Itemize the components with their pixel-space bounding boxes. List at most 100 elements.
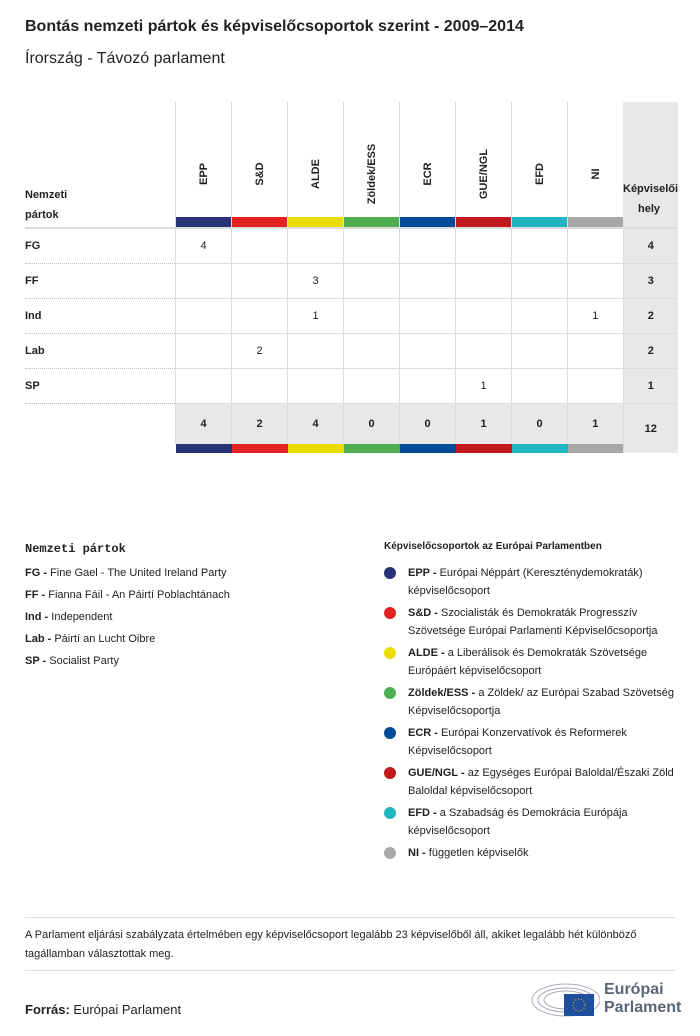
group-total: 2 [231,403,288,444]
party-name: Fine Gael - The United Ireland Party [50,567,227,579]
seat-cell [231,228,288,264]
seat-cell [343,263,400,299]
party-name: Fianna Fáil - An Páirtí Poblachtánach [48,589,230,601]
divider [25,917,675,918]
group-legend-item: ALDE - a Liberálisok és Demokraták Szöve… [384,644,679,680]
party-legend: Nemzeti pártok FG - Fine Gael - The Unit… [25,538,230,672]
group-abbr: NI - [408,847,426,859]
seat-cell [175,263,232,299]
group-color-bar [399,444,456,453]
table-row: Ind 1 1 2 [25,298,678,334]
seat-cell [231,298,288,334]
seat-cell [567,368,623,404]
party-abbr: FF - [25,589,46,601]
seat-cell [343,368,400,404]
group-abbr: ECR - [408,727,438,739]
seat-cell [511,263,568,299]
group-legend-item: Zöldek/ESS - a Zöldek/ az Európai Szabad… [384,684,679,720]
page-title: Bontás nemzeti pártok és képviselőcsopor… [25,18,524,35]
seat-cell: 4 [175,228,232,264]
source-label: Forrás: [25,1002,70,1017]
table-row: FF 3 3 [25,263,678,299]
group-total: 0 [399,403,456,444]
group-color-bar [343,444,400,453]
seat-cell [231,263,288,299]
group-color-bar [512,217,567,227]
group-color-bar [400,217,455,227]
seat-cell [567,228,623,264]
group-color-bar [232,217,287,227]
seat-cell [399,263,456,299]
group-abbr: ALDE - [408,647,445,659]
group-total: 4 [175,403,232,444]
party-abbr: Lab - [25,633,52,645]
seat-cell [511,298,568,334]
seat-cell [343,333,400,369]
seat-cell [567,263,623,299]
group-name: Európai Konzervatívok és Reformerek Képv… [408,727,627,757]
seat-cell [455,263,512,299]
footnote: A Parlament eljárási szabályzata értelmé… [25,929,637,960]
group-color-dot-icon [384,847,396,859]
group-label: ALDE [309,159,322,189]
group-legend-item: EPP - Európai Néppárt (Kereszténydemokra… [384,564,679,600]
ep-logo: Európai Parlament [530,980,681,1018]
group-color-bar [568,217,623,227]
party-legend-title: Nemzeti pártok [25,542,126,556]
party-legend-item: SP - Socialist Party [25,650,230,672]
table-row: Lab 2 2 [25,333,678,369]
party-name: FG [25,228,176,264]
party-abbr: SP - [25,655,47,667]
party-abbr: FG - [25,567,47,579]
seat-cell [511,333,568,369]
group-color-dot-icon [384,727,396,739]
seat-cell [343,298,400,334]
source-value: Európai Parlament [73,1002,182,1017]
grand-total: 12 [622,403,678,453]
group-legend-item: EFD - a Szabadság és Demokrácia Európája… [384,804,679,840]
party-name: Socialist Party [49,655,119,667]
group-color-bar [287,444,344,453]
group-name: független képviselők [428,847,529,859]
seats-table: Nemzeti pártok EPP S&D ALDE Zöldek/ESS ECR GU… [25,102,678,453]
party-name: SP [25,368,176,404]
seat-cell [455,228,512,264]
group-column-header: GUE/NGL [455,102,512,229]
group-column-header: ECR [399,102,456,229]
group-color-bar [176,217,231,227]
seat-cell [511,368,568,404]
group-name: az Egységes Európai Baloldal/Északi Zöld… [408,767,674,797]
seat-cell [399,333,456,369]
group-abbr: S&D - [408,607,438,619]
party-name: Lab [25,333,176,369]
group-legend-item: S&D - Szocialisták és Demokraták Progres… [384,604,679,640]
group-color-bar [511,444,568,453]
page-subtitle: Írország - Távozó parlament [25,50,225,67]
seat-cell [399,368,456,404]
group-legend: Képviselőcsoportok az Európai Parlamentb… [384,538,679,866]
seat-cell: 3 [287,263,344,299]
group-name: a Szabadság és Demokrácia Európája képvi… [408,807,628,837]
row-total: 2 [622,333,678,369]
group-legend-item: ECR - Európai Konzervatívok és Reformere… [384,724,679,760]
row-total: 1 [622,368,678,404]
seat-cell [175,368,232,404]
party-name: FF [25,263,176,299]
group-color-bar [456,217,511,227]
color-bar-row [25,444,678,453]
group-legend-item: GUE/NGL - az Egységes Európai Baloldal/É… [384,764,679,800]
seat-cell [455,298,512,334]
divider [25,970,675,971]
total-column-header: Képviselői hely [623,102,679,229]
group-color-dot-icon [384,767,396,779]
source: Forrás: Európai Parlament [25,1002,181,1017]
seat-cell: 1 [287,298,344,334]
group-abbr: Zöldek/ESS - [408,687,476,699]
group-total: 0 [343,403,400,444]
total-header-label: Képviselői hely [623,183,679,215]
seat-cell [399,298,456,334]
seat-cell [511,228,568,264]
seat-cell [175,298,232,334]
parliament-hemicycle-icon [531,983,600,1017]
